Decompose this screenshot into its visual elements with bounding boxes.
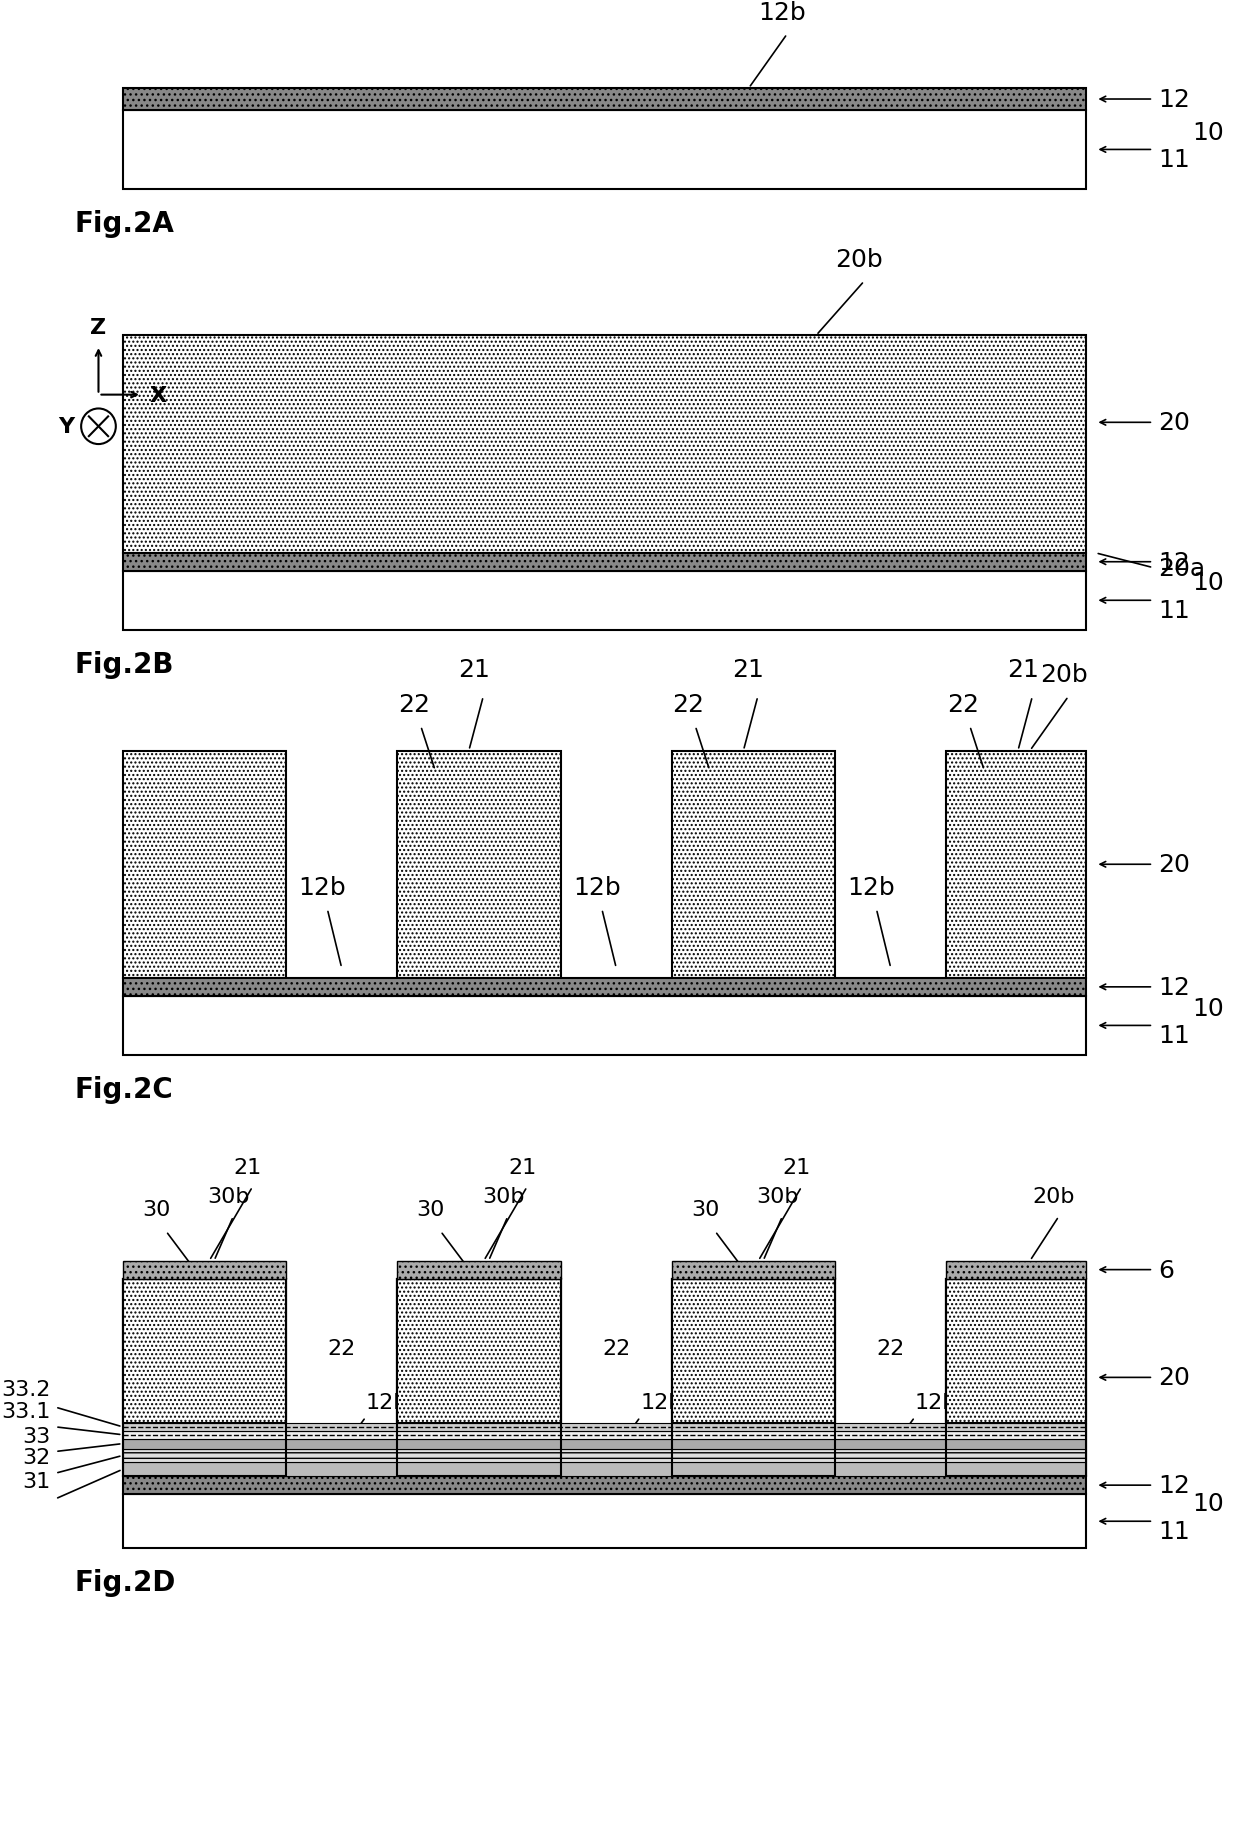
FancyBboxPatch shape [397,1279,560,1477]
Text: 33.2: 33.2 [1,1379,51,1399]
Text: 20b: 20b [836,248,883,272]
Text: 20b: 20b [1033,1186,1075,1207]
Text: 11: 11 [1158,1024,1190,1048]
Text: 21: 21 [508,1157,537,1177]
Text: 32: 32 [22,1447,51,1467]
FancyBboxPatch shape [397,1279,560,1423]
Text: 30b: 30b [756,1186,799,1207]
Text: 22: 22 [672,693,704,717]
Text: 22: 22 [603,1338,630,1358]
FancyBboxPatch shape [123,571,1086,630]
FancyBboxPatch shape [123,1449,1086,1462]
FancyBboxPatch shape [946,1279,1086,1477]
FancyBboxPatch shape [123,978,1086,996]
Text: 21: 21 [1007,658,1039,682]
FancyBboxPatch shape [672,1279,836,1477]
FancyBboxPatch shape [123,1423,1086,1430]
Text: 22: 22 [398,693,430,717]
Text: Fig.2C: Fig.2C [74,1076,174,1103]
Text: 30: 30 [691,1199,719,1220]
FancyBboxPatch shape [123,336,1086,554]
Text: 12: 12 [1158,1473,1190,1497]
FancyBboxPatch shape [123,1440,1086,1449]
Text: 20b: 20b [1040,663,1087,687]
FancyBboxPatch shape [123,89,1086,111]
FancyBboxPatch shape [123,554,1086,571]
Text: 12: 12 [1158,89,1190,113]
Text: 6: 6 [1158,1258,1174,1283]
FancyBboxPatch shape [672,1260,836,1279]
Text: X: X [150,386,166,405]
Text: 30b: 30b [207,1186,249,1207]
Text: 11: 11 [1158,148,1190,172]
Text: 20a: 20a [1158,556,1205,580]
Text: Z: Z [91,318,107,338]
Text: 12b: 12b [640,1392,683,1412]
Text: Y: Y [58,418,74,436]
FancyBboxPatch shape [123,1477,1086,1495]
FancyBboxPatch shape [123,996,1086,1055]
Text: 10: 10 [1192,571,1224,595]
Text: 20: 20 [1158,852,1190,876]
FancyBboxPatch shape [123,1495,1086,1549]
Text: 12b: 12b [573,876,621,900]
Text: 12b: 12b [299,876,346,900]
Text: Fig.2D: Fig.2D [74,1569,176,1597]
Text: 10: 10 [1192,120,1224,144]
Text: 21: 21 [233,1157,262,1177]
Text: 12b: 12b [915,1392,957,1412]
Text: Fig.2A: Fig.2A [74,209,175,238]
Text: 22: 22 [947,693,980,717]
Text: 30: 30 [417,1199,445,1220]
Text: 30b: 30b [482,1186,525,1207]
Text: 11: 11 [1158,599,1190,623]
FancyBboxPatch shape [397,750,560,978]
Text: 22: 22 [327,1338,356,1358]
Text: 22: 22 [877,1338,905,1358]
FancyBboxPatch shape [946,750,1086,978]
Text: 30: 30 [143,1199,170,1220]
FancyBboxPatch shape [123,111,1086,190]
Text: 21: 21 [733,658,764,682]
FancyBboxPatch shape [946,1260,1086,1279]
Text: 11: 11 [1158,1519,1190,1543]
FancyBboxPatch shape [946,1279,1086,1423]
Text: 21: 21 [458,658,490,682]
Text: 12: 12 [1158,976,1190,1000]
Text: 20: 20 [1158,410,1190,434]
FancyBboxPatch shape [123,1430,1086,1440]
FancyBboxPatch shape [123,1462,1086,1477]
Text: 10: 10 [1192,1491,1224,1515]
FancyBboxPatch shape [672,1279,836,1423]
FancyBboxPatch shape [123,1279,286,1423]
Text: 33: 33 [22,1427,51,1445]
FancyBboxPatch shape [123,1260,286,1279]
Text: 21: 21 [782,1157,811,1177]
Text: 31: 31 [22,1471,51,1491]
FancyBboxPatch shape [123,750,286,978]
Text: 12b: 12b [366,1392,408,1412]
Text: 20: 20 [1158,1366,1190,1390]
Text: Fig.2B: Fig.2B [74,650,174,678]
FancyBboxPatch shape [397,1260,560,1279]
Text: 12b: 12b [759,0,806,24]
Text: 12: 12 [1158,551,1190,575]
FancyBboxPatch shape [672,750,836,978]
Text: 12b: 12b [848,876,895,900]
FancyBboxPatch shape [123,1279,286,1477]
Text: 33.1: 33.1 [1,1401,51,1421]
Text: 10: 10 [1192,996,1224,1020]
